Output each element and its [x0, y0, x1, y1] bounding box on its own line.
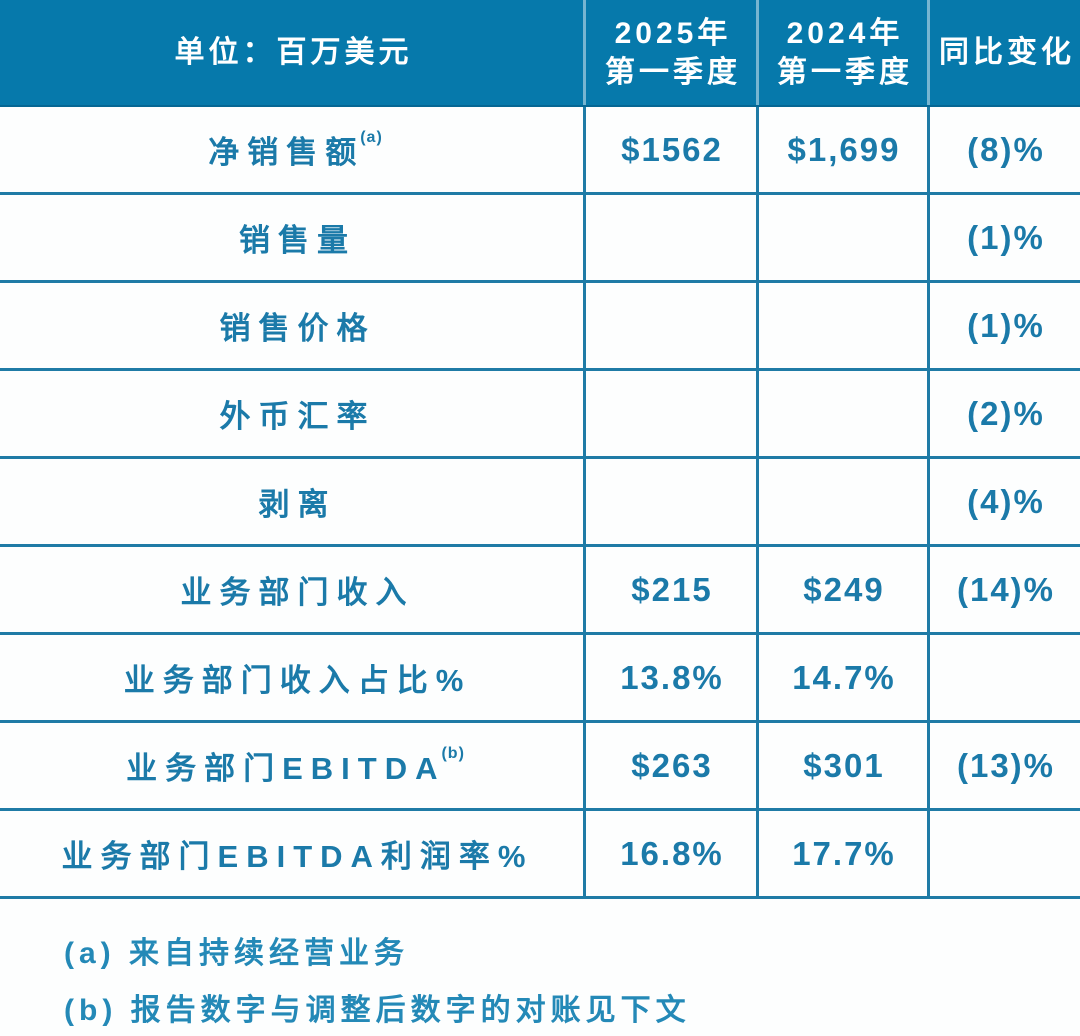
value-yoy — [927, 635, 1080, 720]
table-row-fx-rate: 外币汇率 (2)% — [0, 371, 1080, 459]
row-label: 销售量 — [239, 223, 356, 258]
value-2025: $263 — [583, 723, 756, 808]
row-label-cell: 剥离 — [0, 459, 583, 544]
value-2025: $1562 — [583, 107, 756, 192]
value-yoy — [927, 811, 1080, 896]
footnote-marker-a: (a) — [360, 128, 383, 146]
row-label: 销售价格 — [219, 311, 376, 346]
value-2025 — [583, 283, 756, 368]
value-2024: $1,699 — [756, 107, 927, 192]
value-2024 — [756, 459, 927, 544]
footnote-a: (a) 来自持续经营业务 — [64, 937, 409, 970]
value-2025: $215 — [583, 547, 756, 632]
value-yoy: (14)% — [927, 547, 1080, 632]
row-label: 业务部门收入占比% — [123, 663, 472, 698]
value-yoy: (13)% — [927, 723, 1080, 808]
row-label: 外币汇率 — [219, 399, 376, 434]
value-yoy: (2)% — [927, 371, 1080, 456]
row-label: 业务部门收入 — [180, 575, 415, 610]
unit-header: 单位：百万美元 — [174, 36, 413, 69]
table-row-segment-ebitda-margin: 业务部门EBITDA利润率% 16.8% 17.7% — [0, 811, 1080, 899]
value-yoy: (1)% — [927, 195, 1080, 280]
col-header-2024-q1: 2024年 第一季度 — [756, 0, 927, 105]
value-2024 — [756, 283, 927, 368]
value-2025: 13.8% — [583, 635, 756, 720]
row-label: 业务部门EBITDA利润率% — [61, 839, 534, 874]
row-label-cell: 业务部门收入 — [0, 547, 583, 632]
value-2025 — [583, 195, 756, 280]
col-header-2025-q1: 2025年 第一季度 — [583, 0, 756, 105]
table-row-segment-income-pct: 业务部门收入占比% 13.8% 14.7% — [0, 635, 1080, 723]
col-header-yoy: 同比变化 — [927, 0, 1080, 105]
row-label-cell: 外币汇率 — [0, 371, 583, 456]
value-2025: 16.8% — [583, 811, 756, 896]
table-row-net-sales: 净销售额 (a) $1562 $1,699 (8)% — [0, 107, 1080, 195]
row-label-cell: 净销售额 (a) — [0, 107, 583, 192]
value-yoy: (1)% — [927, 283, 1080, 368]
footnotes: (a) 来自持续经营业务 (b) 报告数字与调整后数字的对账见下文 — [64, 925, 1080, 1036]
row-label: 剥离 — [258, 487, 337, 522]
table-row-sales-volume: 销售量 (1)% — [0, 195, 1080, 283]
footnote-b: (b) 报告数字与调整后数字的对账见下文 — [64, 994, 691, 1027]
row-label: 净销售额 — [208, 135, 365, 170]
value-2024 — [756, 195, 927, 280]
row-label-cell: 业务部门EBITDA (b) — [0, 723, 583, 808]
row-label-cell: 业务部门收入占比% — [0, 635, 583, 720]
table-row-segment-income: 业务部门收入 $215 $249 (14)% — [0, 547, 1080, 635]
row-label-cell: 销售量 — [0, 195, 583, 280]
value-2024: 17.7% — [756, 811, 927, 896]
value-yoy: (4)% — [927, 459, 1080, 544]
table-row-segment-ebitda: 业务部门EBITDA (b) $263 $301 (13)% — [0, 723, 1080, 811]
row-label-cell: 业务部门EBITDA利润率% — [0, 811, 583, 896]
value-2025 — [583, 371, 756, 456]
value-2024 — [756, 371, 927, 456]
value-2024: 14.7% — [756, 635, 927, 720]
footnote-marker-b: (b) — [441, 744, 465, 762]
value-yoy: (8)% — [927, 107, 1080, 192]
table-row-sales-price: 销售价格 (1)% — [0, 283, 1080, 371]
value-2025 — [583, 459, 756, 544]
table-row-divestiture: 剥离 (4)% — [0, 459, 1080, 547]
row-label: 业务部门EBITDA — [126, 751, 446, 786]
value-2024: $249 — [756, 547, 927, 632]
row-label-cell: 销售价格 — [0, 283, 583, 368]
table-header-row: 单位：百万美元 2025年 第一季度 2024年 第一季度 同比变化 — [0, 0, 1080, 107]
value-2024: $301 — [756, 723, 927, 808]
